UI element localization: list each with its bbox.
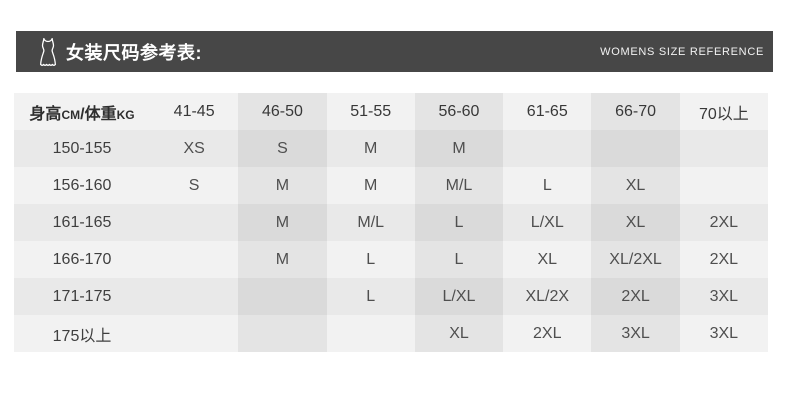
size-cell: 2XL xyxy=(679,204,768,241)
row-label: 171-175 xyxy=(14,278,150,315)
size-cell: M xyxy=(238,204,327,241)
size-cell: 2XL xyxy=(591,278,680,315)
size-cell: XL/2X xyxy=(503,278,592,315)
size-cell: L/XL xyxy=(414,278,504,315)
column-header: 56-60 xyxy=(414,93,504,130)
size-cell xyxy=(679,167,768,204)
column-header: 46-50 xyxy=(238,93,327,130)
size-cell: 3XL xyxy=(679,278,768,315)
size-cell: XL xyxy=(591,204,680,241)
size-cell xyxy=(238,315,327,352)
column-header: 51-55 xyxy=(326,93,415,130)
size-table: 身高CM/体重KG 41-45 46-50 51-55 56-60 61-65 … xyxy=(14,93,768,352)
row-label: 150-155 xyxy=(14,130,150,167)
size-cell: M xyxy=(414,130,504,167)
size-cell: L xyxy=(414,241,504,278)
height-label: 身高 xyxy=(29,105,62,123)
table-row: 171-175 L L/XL XL/2X 2XL 3XL xyxy=(14,278,768,315)
row-label: 166-170 xyxy=(14,241,150,278)
size-cell xyxy=(150,278,239,315)
corner-separator: / xyxy=(80,105,85,123)
size-cell: 3XL xyxy=(679,315,768,352)
size-cell xyxy=(238,278,327,315)
table-row: 175以上 XL 2XL 3XL 3XL xyxy=(14,315,768,352)
size-cell: M/L xyxy=(414,167,504,204)
table-row: 161-165 M M/L L L/XL XL 2XL xyxy=(14,204,768,241)
size-cell: M xyxy=(238,167,327,204)
size-cell: XL xyxy=(591,167,680,204)
size-cell xyxy=(150,315,239,352)
size-cell xyxy=(150,241,239,278)
page-subtitle: WOMENS SIZE REFERENCE xyxy=(600,45,764,58)
size-cell xyxy=(591,130,680,167)
size-cell: 2XL xyxy=(503,315,592,352)
size-cell xyxy=(679,130,768,167)
size-cell: M/L xyxy=(326,204,415,241)
size-cell: L xyxy=(503,167,592,204)
size-cell: L xyxy=(414,204,504,241)
weight-unit: KG xyxy=(116,107,135,122)
table-row: 156-160 S M M M/L L XL xyxy=(14,167,768,204)
size-cell: XL xyxy=(414,315,504,352)
size-cell: M xyxy=(326,130,415,167)
header-bar: 女装尺码参考表: WOMENS SIZE REFERENCE xyxy=(16,31,773,72)
row-label: 175以上 xyxy=(14,315,150,352)
size-cell: 3XL xyxy=(591,315,680,352)
size-cell xyxy=(326,315,415,352)
size-cell: XL/2XL xyxy=(591,241,680,278)
table-row: 150-155 XS S M M xyxy=(14,130,768,167)
size-cell: XS xyxy=(150,130,239,167)
column-header: 41-45 xyxy=(150,93,239,130)
column-header: 61-65 xyxy=(503,93,592,130)
page-title: 女装尺码参考表: xyxy=(66,42,202,63)
size-cell: L xyxy=(326,241,415,278)
table-header-row: 身高CM/体重KG 41-45 46-50 51-55 56-60 61-65 … xyxy=(14,93,768,130)
corner-header: 身高CM/体重KG xyxy=(14,93,150,130)
height-unit: CM xyxy=(61,107,81,122)
row-label: 156-160 xyxy=(14,167,150,204)
size-cell: L xyxy=(326,278,415,315)
size-cell: S xyxy=(238,130,327,167)
column-header: 66-70 xyxy=(591,93,680,130)
size-cell: M xyxy=(238,241,327,278)
size-cell: S xyxy=(150,167,239,204)
column-header: 70以上 xyxy=(679,93,768,130)
size-cell: L/XL xyxy=(503,204,592,241)
size-cell xyxy=(150,204,239,241)
row-label: 161-165 xyxy=(14,204,150,241)
size-cell: XL xyxy=(503,241,592,278)
table-row: 166-170 M L L XL XL/2XL 2XL xyxy=(14,241,768,278)
size-cell: 2XL xyxy=(679,241,768,278)
size-cell xyxy=(503,130,592,167)
weight-label: 体重 xyxy=(84,105,117,123)
dress-icon xyxy=(37,37,59,67)
size-cell: M xyxy=(326,167,415,204)
